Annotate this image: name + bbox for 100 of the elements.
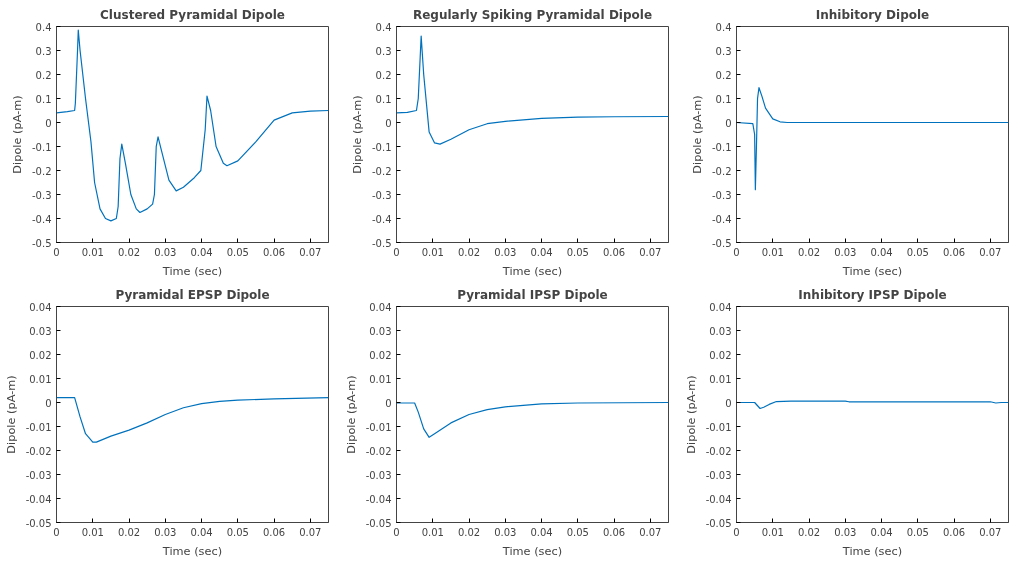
x-tick-label: 0.07 xyxy=(979,246,1002,258)
y-tick-label: 0.4 xyxy=(715,21,732,33)
y-tick-label: 0 xyxy=(725,397,732,409)
x-tick-label: 0.06 xyxy=(602,246,626,258)
y-tick-label: 0.2 xyxy=(35,69,52,81)
y-tick-label: 0.02 xyxy=(369,349,392,361)
y-tick-label: -0.1 xyxy=(31,141,52,153)
x-tick-label: 0.04 xyxy=(870,246,893,258)
x-tick-label: 0 xyxy=(733,246,740,258)
x-tick-label: 0.04 xyxy=(870,526,893,538)
x-tick-label: 0 xyxy=(733,526,740,538)
y-tick-label: -0.1 xyxy=(371,141,392,153)
y-tick-label: 0.3 xyxy=(375,45,392,57)
x-tick-label: 0.06 xyxy=(942,246,966,258)
y-tick-label: 0.2 xyxy=(715,69,732,81)
y-axis-title: Dipole (pA-m) xyxy=(349,95,364,174)
y-axis-title: Dipole (pA-m) xyxy=(689,95,704,174)
y-tick-label: -0.02 xyxy=(705,445,732,457)
x-tick-label: 0.03 xyxy=(834,246,857,258)
y-tick-label: -0.1 xyxy=(711,141,732,153)
x-tick-label: 0.03 xyxy=(154,246,177,258)
y-tick-label: -0.2 xyxy=(31,165,52,177)
y-tick-label: 0.3 xyxy=(715,45,732,57)
y-tick-label: 0 xyxy=(45,117,52,129)
x-axis-title: Time (sec) xyxy=(161,543,223,558)
x-tick-label: 0.01 xyxy=(81,526,104,538)
y-tick-label: -0.3 xyxy=(711,189,732,201)
x-tick-label: 0.07 xyxy=(979,526,1002,538)
y-tick-label: -0.04 xyxy=(705,493,732,505)
chart-title: Pyramidal EPSP Dipole xyxy=(115,287,270,302)
y-axis-title: Dipole (pA-m) xyxy=(9,95,24,174)
y-tick-label: -0.05 xyxy=(365,517,392,529)
x-tick-label: 0.04 xyxy=(530,246,553,258)
y-tick-label: 0.03 xyxy=(369,325,392,337)
y-tick-label: -0.01 xyxy=(25,421,52,433)
y-tick-label: -0.2 xyxy=(711,165,732,177)
x-tick-label: 0.04 xyxy=(190,246,213,258)
y-tick-label: 0.02 xyxy=(29,349,52,361)
y-tick-label: -0.05 xyxy=(705,517,732,529)
chart-title: Inhibitory Dipole xyxy=(815,7,930,22)
x-tick-label: 0.05 xyxy=(226,526,249,538)
y-tick-label: 0.1 xyxy=(715,93,732,105)
x-tick-label: 0.06 xyxy=(602,526,626,538)
x-tick-label: 0.05 xyxy=(906,526,929,538)
y-tick-label: -0.01 xyxy=(365,421,392,433)
x-tick-label: 0.01 xyxy=(761,246,784,258)
y-tick-label: 0.2 xyxy=(375,69,392,81)
y-tick-label: -0.05 xyxy=(25,517,52,529)
x-tick-label: 0 xyxy=(393,526,400,538)
x-axis-title: Time (sec) xyxy=(501,263,563,278)
y-tick-label: -0.4 xyxy=(711,213,732,225)
x-tick-label: 0.07 xyxy=(299,246,322,258)
y-tick-label: 0.02 xyxy=(709,349,732,361)
y-tick-label: 0.4 xyxy=(375,21,392,33)
y-tick-label: -0.04 xyxy=(25,493,52,505)
y-tick-label: 0 xyxy=(385,117,392,129)
x-tick-label: 0 xyxy=(53,246,60,258)
x-tick-label: 0.02 xyxy=(457,246,481,258)
y-tick-label: 0.01 xyxy=(369,373,392,385)
x-tick-label: 0 xyxy=(393,246,400,258)
y-tick-label: -0.4 xyxy=(371,213,392,225)
y-tick-label: -0.04 xyxy=(365,493,392,505)
x-tick-label: 0.05 xyxy=(566,526,589,538)
y-tick-label: 0.04 xyxy=(369,301,392,313)
x-axis-title: Time (sec) xyxy=(841,543,903,558)
x-tick-label: 0.02 xyxy=(117,526,141,538)
y-tick-label: 0.03 xyxy=(709,325,732,337)
y-tick-label: -0.5 xyxy=(31,237,52,249)
x-tick-label: 0.01 xyxy=(421,526,444,538)
chart-title: Inhibitory IPSP Dipole xyxy=(798,287,947,302)
x-axis-title: Time (sec) xyxy=(841,263,903,278)
x-tick-label: 0.03 xyxy=(494,246,517,258)
x-tick-label: 0.06 xyxy=(262,526,286,538)
y-axis-title: Dipole (pA-m) xyxy=(683,375,698,454)
x-tick-label: 0.01 xyxy=(761,526,784,538)
x-tick-label: 0.07 xyxy=(639,526,662,538)
x-tick-label: 0.06 xyxy=(262,246,286,258)
x-tick-label: 0.05 xyxy=(226,246,249,258)
y-tick-label: 0.4 xyxy=(35,21,52,33)
y-tick-label: 0.1 xyxy=(375,93,392,105)
x-tick-label: 0.03 xyxy=(154,526,177,538)
x-tick-label: 0.02 xyxy=(797,526,821,538)
y-tick-label: 0.01 xyxy=(709,373,732,385)
x-tick-label: 0.06 xyxy=(942,526,966,538)
x-tick-label: 0.05 xyxy=(566,246,589,258)
y-tick-label: -0.5 xyxy=(371,237,392,249)
y-tick-label: -0.3 xyxy=(31,189,52,201)
y-tick-label: -0.02 xyxy=(365,445,392,457)
y-tick-label: -0.03 xyxy=(705,469,732,481)
chart-title: Regularly Spiking Pyramidal Dipole xyxy=(412,7,653,22)
y-tick-label: 0 xyxy=(725,117,732,129)
x-tick-label: 0.03 xyxy=(494,526,517,538)
y-tick-label: 0.3 xyxy=(35,45,52,57)
chart-title: Clustered Pyramidal Dipole xyxy=(100,7,285,22)
x-tick-label: 0.07 xyxy=(299,526,322,538)
y-tick-label: -0.01 xyxy=(705,421,732,433)
y-tick-label: 0 xyxy=(385,397,392,409)
x-tick-label: 0.03 xyxy=(834,526,857,538)
x-tick-label: 0.04 xyxy=(190,526,213,538)
y-axis-title: Dipole (pA-m) xyxy=(343,375,358,454)
